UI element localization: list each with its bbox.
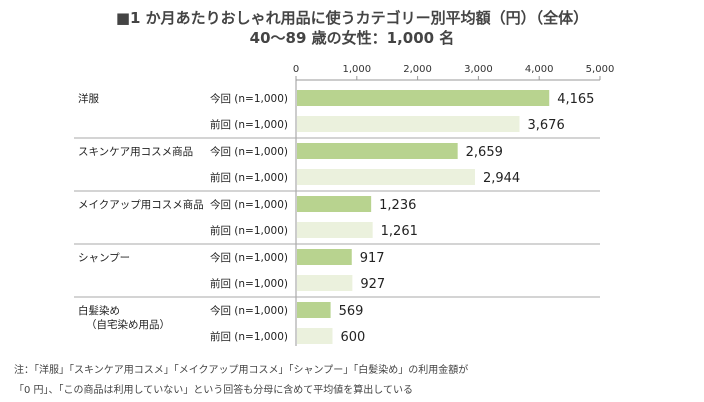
bar-current — [297, 196, 372, 212]
x-tick-label: 5,000 — [586, 64, 615, 75]
value-label: 927 — [360, 277, 385, 292]
category-sublabel: （自宅染め用品） — [86, 318, 170, 331]
series-row-label: 今回 (n=1,000) — [210, 145, 288, 158]
category-label: スキンケア用コスメ商品 — [78, 145, 193, 158]
series-row-label: 前回 (n=1,000) — [210, 118, 288, 131]
category-label: メイクアップ用コスメ商品 — [78, 198, 204, 211]
value-label: 600 — [340, 330, 365, 345]
value-label: 4,165 — [557, 92, 594, 107]
series-row-label: 前回 (n=1,000) — [210, 330, 288, 343]
value-label: 569 — [339, 304, 364, 319]
category-label: 洋服 — [78, 92, 99, 105]
series-row-label: 前回 (n=1,000) — [210, 277, 288, 290]
series-row-label: 前回 (n=1,000) — [210, 224, 288, 237]
value-label: 3,676 — [528, 118, 565, 133]
bar-previous — [297, 116, 520, 132]
x-tick-label: 0 — [293, 64, 299, 75]
x-tick-label: 1,000 — [342, 64, 371, 75]
bar-current — [297, 90, 550, 106]
series-row-label: 今回 (n=1,000) — [210, 92, 288, 105]
footnote-line-2: 「0 円」、「この商品は利用していない」という回答も分母に含めて平均値を算出して… — [14, 385, 413, 396]
value-label: 2,944 — [483, 171, 520, 186]
category-label: 白髪染め — [78, 304, 120, 317]
bar-current — [297, 302, 331, 318]
category-label: シャンプー — [78, 252, 130, 264]
series-row-label: 前回 (n=1,000) — [210, 171, 288, 184]
bar-current — [297, 143, 458, 159]
value-label: 1,261 — [381, 224, 418, 239]
value-label: 917 — [360, 251, 385, 266]
value-label: 2,659 — [466, 145, 503, 160]
series-row-label: 今回 (n=1,000) — [210, 198, 288, 211]
bar-previous — [297, 275, 353, 291]
bar-previous — [297, 169, 475, 185]
x-tick-label: 2,000 — [403, 64, 432, 75]
x-tick-label: 4,000 — [525, 64, 554, 75]
series-row-label: 今回 (n=1,000) — [210, 304, 288, 317]
x-tick-label: 3,000 — [464, 64, 493, 75]
footnote-line-1: 注：「洋服」「スキンケア用コスメ」「メイクアップ用コスメ」「シャンプー」「白髪染… — [14, 365, 469, 376]
value-label: 1,236 — [379, 198, 416, 213]
chart-subtitle: 40～89 歳の女性：1,000 名 — [249, 29, 455, 47]
bar-previous — [297, 222, 373, 238]
bar-current — [297, 249, 352, 265]
series-row-label: 今回 (n=1,000) — [210, 251, 288, 264]
chart-title: ■1 か月あたりおしゃれ用品に使うカテゴリー別平均額（円）（全体） — [115, 9, 589, 27]
bar-previous — [297, 328, 333, 344]
